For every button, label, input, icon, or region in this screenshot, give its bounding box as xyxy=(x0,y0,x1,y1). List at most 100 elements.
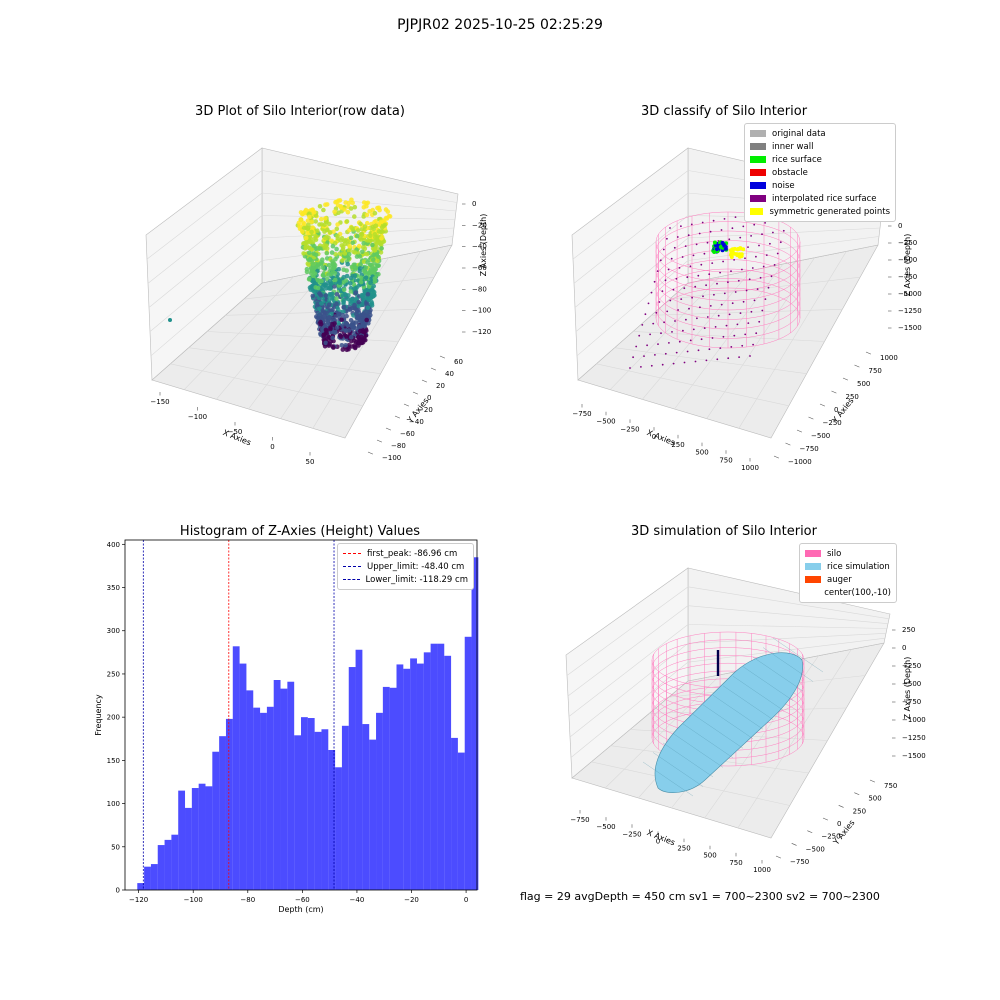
interpolated-point xyxy=(742,300,745,303)
panel2-title: 3D classify of Silo Interior xyxy=(640,104,808,119)
data-point xyxy=(313,233,319,239)
data-point xyxy=(342,241,348,247)
panel3-histogram: −120 −100 −80 −60 −40 −20 0 0 50 100 150 200 250 300 3… xyxy=(94,539,479,914)
legend-swatch xyxy=(750,195,766,202)
histogram-bar xyxy=(171,834,179,890)
data-point xyxy=(325,227,330,232)
y-tick-label: −1000 xyxy=(788,458,812,466)
data-point xyxy=(342,207,347,212)
interpolated-point xyxy=(741,268,743,271)
interpolated-point xyxy=(667,268,670,271)
interpolated-point xyxy=(668,342,670,344)
data-point xyxy=(306,250,312,256)
data-point xyxy=(322,222,327,228)
data-point xyxy=(321,314,327,320)
interpolated-point xyxy=(755,255,757,258)
rice-mesh-line xyxy=(642,761,694,797)
panel4-legend: silo rice simulation auger center(100,-10) xyxy=(799,543,897,603)
grid-line xyxy=(738,251,847,429)
interpolated-point xyxy=(734,291,737,293)
data-point xyxy=(319,216,324,222)
data-point xyxy=(320,284,325,290)
legend-item: original data xyxy=(750,127,890,140)
data-point xyxy=(368,233,373,238)
z-tick-label: −80 xyxy=(472,285,487,293)
histogram-bar xyxy=(444,655,452,890)
data-point xyxy=(301,225,307,231)
interpolated-point xyxy=(646,344,648,347)
legend-item: inner wall xyxy=(750,140,890,153)
data-point xyxy=(372,276,378,281)
histogram-bar xyxy=(178,790,186,890)
rice-mesh-line xyxy=(722,685,774,720)
x-axis-label: X Axies xyxy=(646,428,677,447)
data-point xyxy=(341,297,347,303)
data-point xyxy=(330,243,336,249)
interpolated-point xyxy=(643,355,645,357)
data-point xyxy=(370,242,375,248)
y-tick-label: 0 xyxy=(837,820,841,828)
interpolated-point xyxy=(712,219,715,222)
legend-label: first_peak: -86.96 cm xyxy=(367,548,458,559)
interpolated-point xyxy=(686,276,689,279)
histogram-bar xyxy=(239,663,247,890)
legend-label: silo xyxy=(827,548,842,559)
y-tick-label: 200 xyxy=(107,714,120,722)
legend-label: Upper_limit: -48.40 cm xyxy=(367,561,465,572)
data-point xyxy=(377,207,382,213)
data-point xyxy=(350,326,356,331)
histogram-bar xyxy=(314,731,322,890)
data-point xyxy=(321,207,326,213)
interpolated-point xyxy=(713,293,715,296)
interpolated-point xyxy=(647,302,650,305)
data-point xyxy=(365,238,371,243)
data-point xyxy=(378,219,384,225)
legend-swatch xyxy=(805,550,821,557)
interpolated-point xyxy=(663,321,665,324)
legend-item: first_peak: -86.96 cm xyxy=(343,547,468,560)
z-tick-label: 0 xyxy=(898,222,902,230)
data-point xyxy=(363,333,368,339)
data-point xyxy=(373,218,379,224)
histogram-bar xyxy=(416,663,424,890)
interpolated-point xyxy=(686,350,689,353)
y-tick-tick xyxy=(421,379,428,383)
interpolated-point xyxy=(705,284,707,287)
y-tick-label: 20 xyxy=(436,382,445,390)
interpolated-point xyxy=(753,223,756,226)
interpolated-point xyxy=(661,363,664,366)
histogram-bar xyxy=(260,712,267,890)
legend-item: Lower_limit: -118.29 cm xyxy=(343,573,468,586)
data-point xyxy=(344,313,349,319)
y-tick-label: 150 xyxy=(107,757,120,765)
histogram-bar xyxy=(369,739,377,890)
y-tick-label: −500 xyxy=(806,845,825,853)
y-tick-label: −750 xyxy=(800,445,819,453)
interpolated-point xyxy=(694,285,697,288)
rice-surface-point xyxy=(718,245,723,249)
data-point xyxy=(360,249,365,255)
symmetric-point xyxy=(739,254,744,259)
data-point xyxy=(356,243,362,249)
grid-line xyxy=(687,605,889,624)
data-point xyxy=(375,258,380,264)
x-tick-label: 50 xyxy=(306,458,315,466)
rice-surface-point xyxy=(714,247,719,252)
grid-line xyxy=(573,192,689,284)
data-point xyxy=(345,261,351,267)
interpolated-point xyxy=(657,343,659,345)
data-point xyxy=(327,291,333,297)
legend-label: noise xyxy=(772,180,795,191)
interpolated-point xyxy=(652,322,655,325)
histogram-bar xyxy=(362,724,370,890)
data-point xyxy=(310,225,316,230)
y-tick-label: 250 xyxy=(107,670,120,678)
data-point xyxy=(307,257,312,263)
interpolated-point xyxy=(742,225,745,228)
y-tick-tick xyxy=(785,442,791,446)
data-point xyxy=(379,246,384,251)
data-point xyxy=(341,301,346,306)
histogram-bar xyxy=(403,668,411,890)
rice-surface-point xyxy=(721,242,726,247)
data-point xyxy=(311,243,317,249)
